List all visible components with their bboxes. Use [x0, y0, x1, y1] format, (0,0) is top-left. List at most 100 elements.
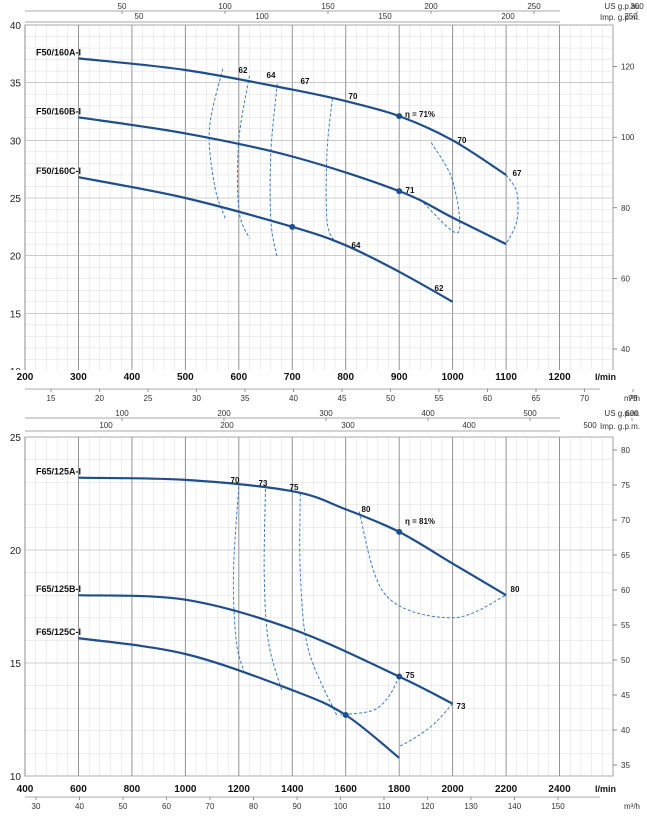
right-tick-label: 80 — [621, 204, 630, 213]
m3h-tick-label: 140 — [508, 802, 522, 811]
m3h-tick-label: 80 — [249, 802, 258, 811]
efficiency-curve-67 — [269, 83, 278, 259]
x-axis-label: l/min — [595, 784, 616, 794]
efficiency-curve-64 — [236, 75, 250, 239]
x-tick-label: 400 — [124, 372, 141, 383]
us-gpm-tick: 150 — [321, 2, 335, 11]
us-gpm-tick: 300 — [630, 2, 644, 11]
efficiency-label: 67 — [301, 77, 310, 86]
series-label: F50/160A-I — [36, 47, 81, 57]
efficiency-curve-75 — [340, 676, 400, 716]
best-efficiency-marker — [396, 528, 403, 535]
m3h-tick-label: 70 — [580, 394, 589, 403]
x-tick-label: 600 — [70, 784, 87, 795]
m3h-tick-label: 45 — [338, 394, 347, 403]
x-tick-label: 1200 — [228, 784, 251, 795]
x-tick-label: 300 — [70, 372, 87, 383]
series-line — [78, 637, 400, 759]
imp-gpm-tick: 50 — [135, 12, 144, 21]
efficiency-label: η = 71% — [405, 110, 435, 119]
x-tick-label: 600 — [230, 372, 247, 383]
imp-gpm-label: Imp. g.p.m. — [600, 13, 640, 22]
efficiency-label: 80 — [362, 505, 371, 514]
us-gpm-tick: 250 — [527, 2, 541, 11]
y-tick-label: 35 — [10, 79, 22, 90]
us-gpm-tick: 200 — [217, 409, 231, 418]
us-gpm-tick: 100 — [115, 409, 129, 418]
efficiency-label: 73 — [457, 702, 466, 711]
us-gpm-tick: 400 — [421, 409, 435, 418]
x-tick-label: 800 — [337, 372, 354, 383]
y-tick-label: 10 — [10, 772, 22, 783]
imp-gpm-label: Imp. g.p.m. — [600, 422, 640, 431]
efficiency-label: 71 — [406, 186, 415, 195]
m3h-tick-label: 130 — [464, 802, 478, 811]
right-tick-label: 80 — [621, 446, 630, 455]
best-efficiency-marker — [396, 673, 403, 680]
imp-gpm-tick: 250 — [624, 12, 638, 21]
best-efficiency-marker — [289, 223, 296, 230]
x-tick-label: 1200 — [548, 372, 571, 383]
efficiency-label: 67 — [513, 169, 522, 178]
m3h-tick-label: 50 — [386, 394, 395, 403]
m3h-label: m³/h — [624, 394, 640, 403]
y-tick-label: 30 — [10, 136, 22, 147]
x-tick-label: 1400 — [281, 784, 304, 795]
x-tick-label: 2400 — [548, 784, 571, 795]
m3h-tick-label: 110 — [378, 802, 391, 811]
m3h-tick-label: 40 — [289, 394, 298, 403]
best-efficiency-marker — [396, 113, 403, 120]
imp-gpm-tick: 100 — [255, 12, 269, 21]
m3h-tick-label: 90 — [293, 802, 302, 811]
right-tick-label: 45 — [621, 691, 630, 700]
efficiency-label: 75 — [290, 483, 299, 492]
x-tick-label: 800 — [124, 784, 141, 795]
series-label: F65/125A-I — [36, 467, 81, 477]
m3h-tick-label: 70 — [206, 802, 215, 811]
x-tick-label: 200 — [17, 372, 34, 383]
efficiency-label: 70 — [349, 92, 358, 101]
m3h-label: m³/h — [624, 802, 640, 811]
efficiency-curve-73 — [263, 488, 283, 691]
imp-gpm-tick: 200 — [220, 421, 234, 430]
m3h-tick-label: 100 — [334, 802, 348, 811]
m3h-tick-label: 65 — [532, 394, 541, 403]
efficiency-label: 73 — [259, 479, 268, 488]
imp-gpm-tick: 400 — [462, 421, 476, 430]
bottom-axis-band — [0, 370, 647, 383]
y-tick-label: 15 — [10, 309, 22, 320]
us-gpm-tick: 600 — [625, 409, 639, 418]
bottom-axis-band — [0, 782, 647, 795]
x-tick-label: 400 — [17, 784, 34, 795]
m3h-tick-label: 120 — [421, 802, 435, 811]
efficiency-label: 70 — [231, 476, 240, 485]
plot-frame — [24, 436, 614, 777]
m3h-tick-label: 35 — [241, 394, 250, 403]
us-gpm-tick: 100 — [218, 2, 232, 11]
right-tick-label: 60 — [621, 274, 630, 283]
right-tick-label: 55 — [621, 621, 630, 630]
series-line — [78, 176, 454, 303]
x-tick-label: 1000 — [442, 372, 465, 383]
x-tick-label: 700 — [284, 372, 301, 383]
m3h-tick-label: 30 — [32, 802, 41, 811]
y-tick-label: 20 — [10, 252, 22, 263]
x-tick-label: 900 — [391, 372, 408, 383]
x-tick-label: 1100 — [495, 372, 517, 383]
x-tick-label: 500 — [177, 372, 194, 383]
best-efficiency-marker — [342, 711, 349, 718]
x-tick-label: 1800 — [388, 784, 411, 795]
best-efficiency-marker — [396, 188, 403, 195]
series-line — [78, 116, 507, 246]
efficiency-label: 64 — [267, 71, 276, 80]
series-line — [78, 57, 507, 176]
y-tick-label: 15 — [10, 659, 22, 670]
us-gpm-label: US g.p.m. — [604, 409, 640, 418]
m3h-tick-label: 60 — [162, 802, 171, 811]
us-gpm-label: US g.p.m. — [604, 2, 640, 11]
m3h-tick-label: 55 — [435, 394, 444, 403]
imp-gpm-tick: 150 — [378, 12, 392, 21]
efficiency-label: 62 — [239, 66, 248, 75]
